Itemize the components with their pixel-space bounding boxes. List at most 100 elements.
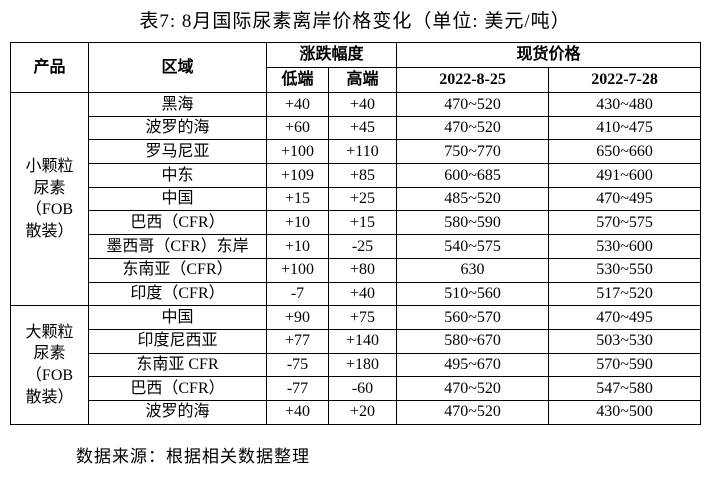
value-cell: 650~660	[548, 139, 702, 165]
data-row: 印度（CFR） -7 +40 510~560 517~520	[11, 281, 702, 307]
value-cell: +20	[327, 399, 398, 425]
value-cell: +100	[266, 139, 329, 165]
data-row: 巴西（CFR） +10 +15 580~590 570~575	[11, 210, 702, 236]
value-cell: +15	[327, 210, 398, 236]
value-cell: 570~590	[548, 352, 702, 378]
data-row: 印度尼西亚 +77 +140 580~670 503~530	[11, 328, 702, 354]
value-cell: 530~600	[548, 234, 702, 259]
value-cell: +77	[266, 328, 329, 354]
header-cell: 2022-8-25	[396, 67, 550, 93]
group-label-line: （FOB	[25, 201, 74, 219]
data-row: 墨西哥（CFR）东岸 +10 -25 540~575 530~600	[11, 234, 702, 259]
group-label-line: 大颗粒	[25, 323, 74, 341]
value-cell: +40	[266, 399, 329, 425]
value-cell: +45	[327, 115, 398, 141]
value-cell: 470~520	[396, 376, 550, 401]
region-cell: 巴西（CFR）	[88, 210, 267, 236]
value-cell: +25	[327, 186, 398, 212]
data-row: 小颗粒 尿素 （FOB 散装） 黑海 +40 +40 470~520 430~480	[10, 91, 702, 307]
value-cell: +110	[327, 139, 398, 165]
value-cell: +140	[327, 328, 398, 354]
region-cell: 印度（CFR）	[88, 281, 267, 307]
value-cell: +10	[266, 234, 329, 259]
header-cell: 区域	[88, 42, 267, 93]
region-cell: 罗马尼亚	[88, 139, 267, 165]
value-cell: +75	[327, 305, 398, 330]
header-cell: 2022-7-28	[548, 67, 702, 93]
region-cell: 波罗的海	[88, 115, 267, 141]
value-cell: +40	[266, 92, 329, 117]
group-label-line: 散装）	[25, 388, 74, 406]
data-row: 东南亚 CFR -75 +180 495~670 570~590	[11, 352, 702, 378]
region-cell: 东南亚 CFR	[88, 352, 267, 378]
region-cell: 墨西哥（CFR）东岸	[88, 234, 267, 259]
data-row: 东南亚（CFR） +100 +80 630 530~550	[11, 257, 702, 283]
value-cell: 410~475	[548, 115, 702, 141]
data-row: 波罗的海 +40 +20 470~520 430~500	[11, 399, 702, 425]
value-cell: 580~670	[396, 328, 550, 354]
value-cell: +40	[327, 281, 398, 307]
value-cell: -60	[327, 376, 398, 401]
group-label-line: （FOB	[25, 366, 74, 384]
value-cell: 470~520	[396, 92, 550, 117]
value-cell: 560~570	[396, 305, 550, 330]
value-cell: 470~495	[548, 186, 702, 212]
region-cell: 中国	[88, 305, 267, 330]
value-cell: 517~520	[548, 281, 702, 307]
group-label-line: 尿素	[33, 345, 66, 363]
header-cell: 低端	[266, 67, 329, 93]
value-cell: -75	[266, 352, 329, 378]
group-label-line: 散装）	[25, 222, 74, 240]
header-row: 低端 高端 2022-8-25 2022-7-28	[11, 67, 702, 93]
value-cell: 470~520	[396, 115, 550, 141]
value-cell: 580~590	[396, 210, 550, 236]
data-row: 巴西（CFR） -77 -60 470~520 547~580	[11, 376, 702, 401]
value-cell: 530~550	[548, 257, 702, 283]
region-cell: 东南亚（CFR）	[88, 257, 267, 283]
value-cell: +180	[327, 352, 398, 378]
table-body: 小颗粒 尿素 （FOB 散装） 黑海 +40 +40 470~520 430~480 波罗的海 +6…	[10, 91, 702, 425]
header-cell: 产品	[10, 42, 89, 93]
header-cell: 高端	[327, 67, 398, 93]
value-cell: +100	[266, 257, 329, 283]
group-cell: 大颗粒尿素 （FOB 散装）	[10, 305, 89, 425]
value-cell: +80	[327, 257, 398, 283]
value-cell: +90	[266, 305, 329, 330]
value-cell: 630	[396, 257, 550, 283]
source-note: 数据来源：根据相关数据整理	[76, 447, 310, 466]
group-label-line: 尿素	[33, 179, 66, 197]
value-cell: 503~530	[548, 328, 702, 354]
data-row: 波罗的海 +60 +45 470~520 410~475	[11, 115, 702, 141]
region-cell: 黑海	[88, 92, 267, 117]
value-cell: +109	[266, 163, 329, 188]
data-row: 大颗粒 尿素 （FOB 散装） 中国 +90 +75 560~570 470~495	[10, 305, 702, 425]
value-cell: +15	[266, 186, 329, 212]
value-cell: 570~575	[548, 210, 702, 236]
region-cell: 印度尼西亚	[88, 328, 267, 354]
value-cell: +60	[266, 115, 329, 141]
region-cell: 中国	[88, 186, 267, 212]
value-cell: 547~580	[548, 376, 702, 401]
header-cell: 现货价格	[396, 42, 702, 68]
title: 表7: 8月国际尿素离岸价格变化（单位: 美元/吨）	[139, 11, 571, 32]
group-cell: 小颗粒尿素 （FOB 散装）	[10, 91, 89, 307]
data-row: 罗马尼亚 +100 +110 750~770 650~660	[11, 139, 702, 165]
value-cell: 750~770	[396, 139, 550, 165]
value-cell: -77	[266, 376, 329, 401]
value-cell: 510~560	[396, 281, 550, 307]
price-table: 产品 区域 涨跌幅度 现货价格 低端 高端 2022-8-25 2022-7-2…	[10, 42, 702, 425]
region-cell: 波罗的海	[88, 399, 267, 425]
value-cell: 430~500	[548, 399, 702, 425]
value-cell: 600~685	[396, 163, 550, 188]
value-cell: 470~520	[396, 399, 550, 425]
value-cell: 430~480	[548, 92, 702, 117]
group-label-line: 小颗粒	[25, 157, 74, 175]
region-cell: 巴西（CFR）	[88, 376, 267, 401]
value-cell: -7	[266, 281, 329, 307]
header-row: 产品 区域 涨跌幅度 现货价格	[10, 42, 702, 93]
value-cell: 491~600	[548, 163, 702, 188]
data-row: 中东 +109 +85 600~685 491~600	[11, 163, 702, 188]
value-cell: 540~575	[396, 234, 550, 259]
value-cell: +85	[327, 163, 398, 188]
